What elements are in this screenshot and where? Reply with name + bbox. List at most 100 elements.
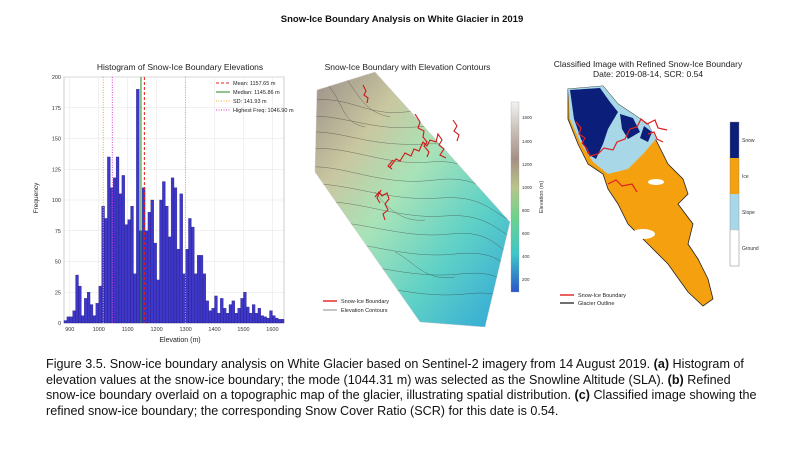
histogram-bar (243, 292, 247, 324)
histogram-bar (240, 298, 244, 324)
histogram-bar (118, 193, 123, 324)
ground-area (631, 229, 655, 239)
histogram-bar (170, 177, 175, 324)
histogram-bar (188, 218, 192, 324)
histogram-bar (144, 230, 149, 324)
colorbar-label: Elevation (m) (539, 181, 545, 214)
histogram-bar (202, 273, 206, 324)
histogram-bar (278, 319, 282, 324)
caption-a-tag: (a) (653, 357, 670, 371)
x-tick-label: 1400 (208, 327, 220, 333)
histogram-bar (182, 273, 186, 324)
caption-a-text: Histogram of elevation values at the sno… (46, 357, 744, 387)
histogram-bar (280, 319, 285, 324)
histogram-bar (81, 315, 85, 324)
caption-b-text: Refined snow-ice boundary overlaid on a … (46, 372, 731, 403)
histogram-bars (63, 89, 285, 324)
x-tick-label: 1200 (151, 327, 163, 333)
svg-text:400: 400 (522, 254, 530, 259)
histogram-bar (153, 242, 157, 324)
panel-c-title-line1: Classified Image with Refined Snow-Ice B… (553, 59, 743, 69)
histogram-bar (275, 317, 279, 324)
histogram-bar (69, 316, 73, 324)
histogram-bar (260, 315, 264, 324)
y-tick-label: 125 (52, 167, 61, 173)
histogram-bar (115, 156, 120, 324)
histogram-bar (173, 187, 178, 324)
caption-lead: Figure 3.5. Snow-ice boundary analysis o… (46, 357, 651, 371)
histogram-bar (87, 292, 91, 324)
legend-highest-freq: Highest Freq: 1046.90 m (233, 108, 294, 114)
y-tick-label: 175 (52, 106, 61, 112)
histogram-bar (214, 295, 218, 324)
histogram-bar (127, 219, 131, 324)
class-label-ice: Ice (742, 174, 749, 180)
legend-snow-ice-boundary-c: Snow-Ice Boundary (578, 293, 626, 299)
refined-snow-ice-boundary (575, 118, 668, 157)
legend-glacier-outline: Glacier Outline (578, 301, 614, 307)
histogram-bar (78, 285, 82, 324)
histogram-bar (199, 255, 204, 324)
histogram-bar (130, 205, 134, 324)
snow-ice-boundary-lines (362, 84, 460, 221)
histogram-bar (165, 205, 169, 324)
histogram-bar (63, 320, 68, 324)
classified-image: Snow Ice Slope Ground Snow-Ice Boundary … (560, 85, 759, 307)
map-legend: Snow-Ice Boundary Elevation Contours (323, 299, 389, 314)
svg-text:1200: 1200 (522, 162, 533, 167)
histogram-bar (272, 315, 276, 324)
histogram-bar (89, 304, 94, 324)
histogram-bar (266, 317, 270, 324)
histogram-bar (234, 313, 238, 324)
histogram-bar (257, 308, 261, 324)
legend-mean: Mean: 1157.65 m (233, 81, 276, 87)
histogram-bar (197, 255, 201, 324)
histogram-bar (136, 89, 140, 324)
panel-b-title: Snow-Ice Boundary with Elevation Contour… (324, 62, 491, 72)
figure-suptitle: Snow-Ice Boundary Analysis on White Glac… (280, 14, 524, 25)
y-axis-label: Frequency (33, 182, 40, 213)
x-tick-label: 1600 (266, 327, 278, 333)
y-tick-label: 75 (55, 229, 61, 235)
histogram-bar (66, 316, 70, 324)
legend-sd: SD: 141.93 m (233, 99, 267, 105)
histogram-bar (269, 310, 273, 324)
histogram-bar (237, 308, 241, 324)
histogram-bar (72, 310, 76, 324)
histogram-bar (156, 279, 160, 324)
svg-text:200: 200 (522, 277, 530, 282)
histogram-bar (147, 212, 151, 324)
histogram-reference-lines (102, 77, 186, 323)
histogram-bar (205, 300, 209, 324)
caption-b-tag: (b) (667, 372, 684, 387)
histogram-bar (191, 226, 195, 324)
y-tick-label: 200 (52, 75, 61, 81)
legend-elevation-contours: Elevation Contours (341, 308, 388, 314)
class-label-ground: Ground (742, 246, 759, 252)
panel-a-title: Histogram of Snow-Ice Boundary Elevation… (96, 62, 264, 72)
panel-c-title: Classified Image with Refined Snow-Ice B… (548, 59, 748, 79)
figure-caption: Figure 3.5. Snow-ice boundary analysis o… (46, 357, 762, 419)
snow-area (570, 88, 618, 159)
terrain-map-area (314, 72, 511, 327)
topographic-map: 1600 1400 1200 1000 800 600 400 200 Elev… (314, 72, 545, 327)
histogram-bar (252, 304, 256, 324)
caption-c-text: Classified image showing the refined sno… (46, 388, 757, 418)
histogram-bar (176, 249, 180, 324)
colorbar (510, 101, 520, 293)
histogram-axes: 0 25 50 75 100 125 150 175 200 900 1000 1100 1200 130… (52, 75, 279, 333)
svg-text:1400: 1400 (522, 139, 533, 144)
histogram-bar (254, 313, 259, 324)
histogram-bar (124, 224, 128, 324)
histogram-bar (249, 313, 253, 324)
histogram-bar (246, 306, 250, 324)
histogram-bar (150, 199, 154, 324)
histogram-bar (104, 218, 108, 324)
histogram-bar (162, 181, 166, 324)
histogram-legend: Mean: 1157.65 m Median: 1145.86 m SD: 14… (216, 81, 294, 114)
class-colorbar: Snow Ice Slope Ground (729, 121, 759, 267)
x-tick-label: 1000 (93, 327, 105, 333)
svg-text:1600: 1600 (522, 115, 533, 120)
colorbar-ticks: 1600 1400 1200 1000 800 600 400 200 (522, 115, 533, 282)
histogram-bar (263, 316, 267, 324)
